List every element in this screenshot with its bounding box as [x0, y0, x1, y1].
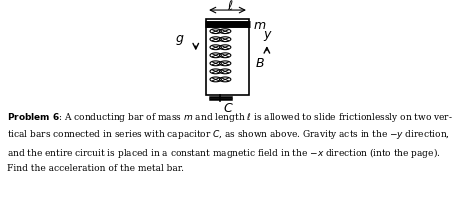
Text: $\ell$: $\ell$: [227, 0, 233, 13]
Text: $m$: $m$: [253, 19, 266, 31]
Text: $C$: $C$: [223, 101, 233, 114]
Text: $\mathbf{Problem\ 6}$: A conducting bar of mass $m$ and length $\ell$ is allowed: $\mathbf{Problem\ 6}$: A conducting bar …: [7, 110, 453, 172]
Bar: [206, 20, 249, 96]
Text: $g$: $g$: [175, 33, 185, 47]
Text: $y$: $y$: [263, 29, 273, 43]
Text: $B$: $B$: [255, 57, 265, 69]
